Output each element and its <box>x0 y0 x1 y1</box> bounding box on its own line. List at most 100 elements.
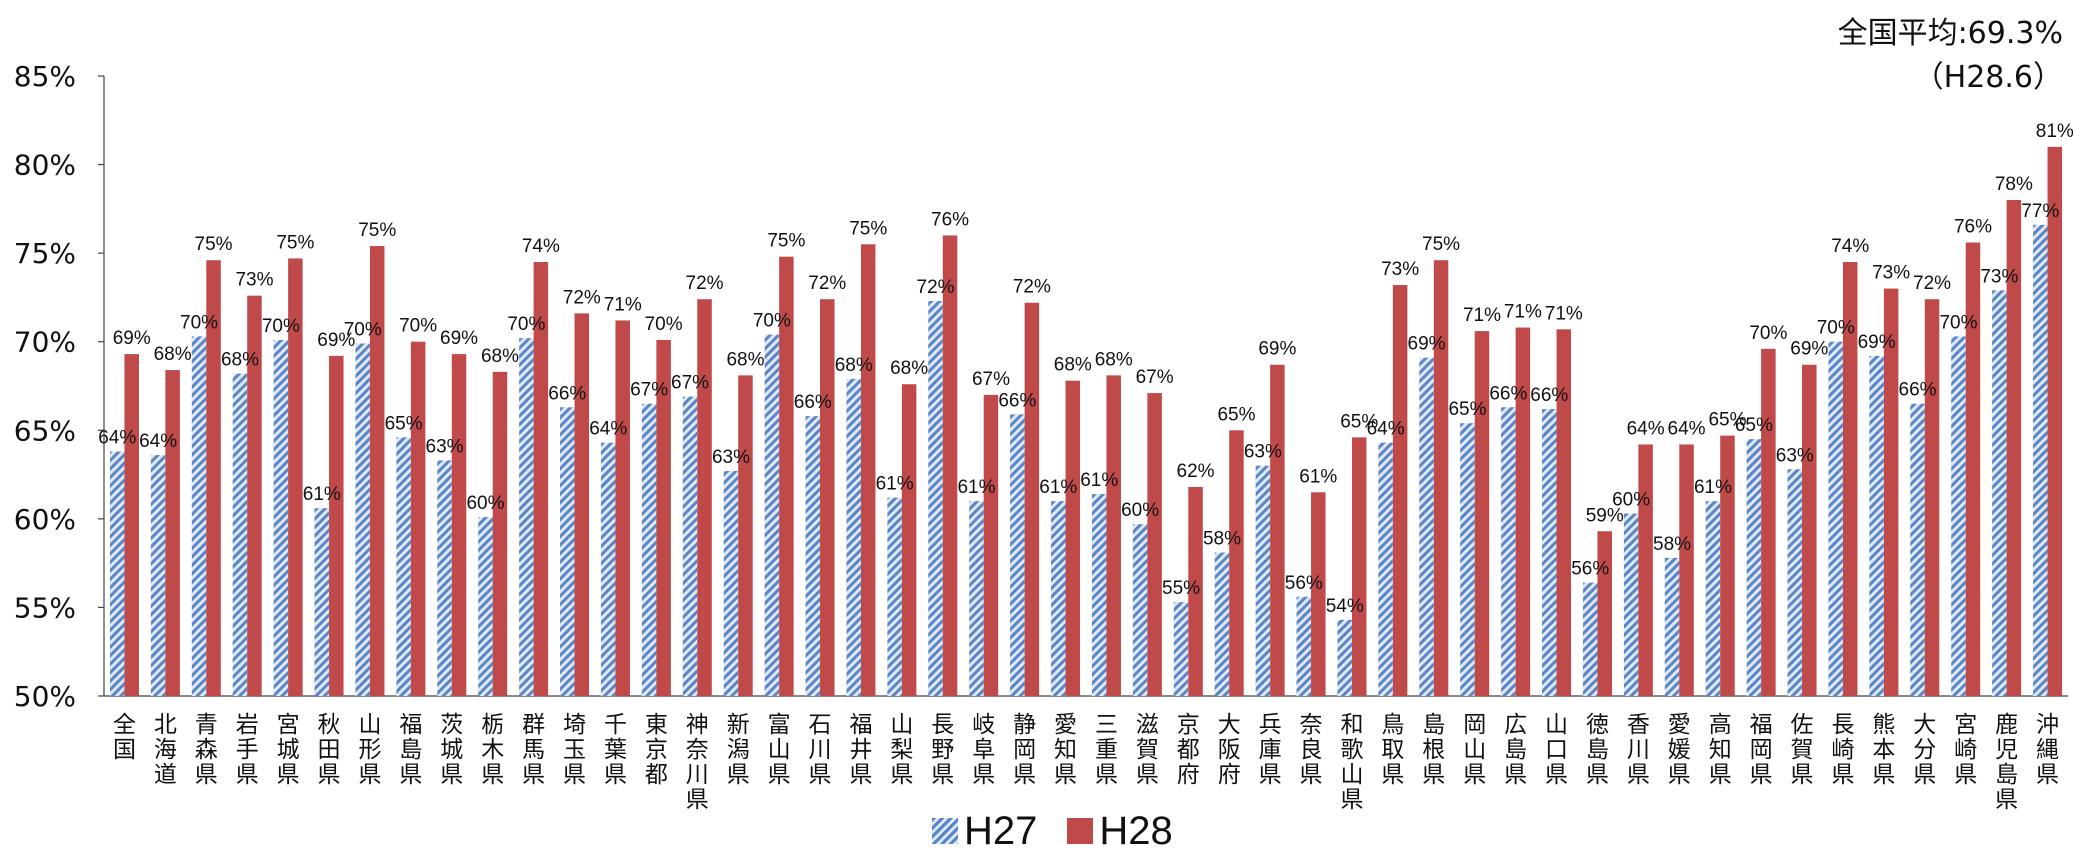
data-label-h28: 76% <box>931 209 969 230</box>
bar-h28 <box>1679 444 1694 696</box>
bar-h28 <box>1761 348 1776 696</box>
category-label: 青森県 <box>195 712 218 788</box>
category-label: 熊本県 <box>1872 712 1895 788</box>
bar-h28 <box>369 246 385 697</box>
bar-h28 <box>124 354 139 696</box>
data-label-h28: 68% <box>1095 349 1133 370</box>
bar-h27 <box>1378 442 1393 696</box>
data-label-h27: 69% <box>1408 334 1446 355</box>
bar-h28 <box>1065 380 1081 696</box>
category-label: 福島県 <box>399 712 422 788</box>
bar-h28 <box>1147 393 1162 696</box>
bar-h27 <box>641 403 657 696</box>
bar-h28 <box>1597 531 1612 696</box>
category-label: 新潟県 <box>727 712 750 788</box>
data-label-h28: 70% <box>399 316 437 337</box>
bar-h28 <box>983 394 999 696</box>
bar-h28 <box>247 295 262 696</box>
data-label-h27: 65% <box>1448 399 1486 420</box>
bar-h28 <box>2006 200 2022 696</box>
bar-h28 <box>1351 437 1367 696</box>
data-label-h28: 71% <box>1463 305 1501 326</box>
legend-item-h28: H28 <box>1067 809 1173 854</box>
bar-h27 <box>355 343 370 696</box>
bar-h27 <box>1787 469 1803 696</box>
bar-h28 <box>1924 299 1940 696</box>
bar-h28 <box>1474 331 1490 696</box>
bar-h27 <box>314 508 330 696</box>
bar-h28 <box>2047 146 2063 696</box>
bar-h27 <box>396 437 411 696</box>
y-tick-label: 50% <box>14 680 76 713</box>
data-label-h27: 66% <box>1530 385 1568 406</box>
data-label-h28: 64% <box>1668 418 1706 439</box>
data-label-h28: 71% <box>1545 303 1583 324</box>
data-label-h28: 75% <box>358 220 396 241</box>
data-label-h28: 69% <box>317 330 355 351</box>
data-label-h28: 74% <box>522 236 560 257</box>
legend-item-h27: H27 <box>932 809 1037 854</box>
bar-h27 <box>1951 336 1966 696</box>
data-label-h28: 72% <box>1013 277 1051 298</box>
legend-swatch-h28 <box>1067 818 1094 844</box>
data-label-h27: 70% <box>507 314 545 335</box>
bar-h27 <box>150 455 166 696</box>
data-label-h27: 55% <box>1162 578 1200 599</box>
bar-h27 <box>437 460 452 696</box>
bar-h27 <box>969 501 984 696</box>
data-label-h27: 64% <box>1367 419 1405 440</box>
data-label-h28: 72% <box>1913 273 1951 294</box>
category-label: 滋賀県 <box>1136 712 1159 788</box>
bar-h27 <box>1992 290 2007 696</box>
bar-h27 <box>723 471 739 696</box>
data-label-h28: 68% <box>481 346 519 367</box>
bar-h27 <box>1623 513 1639 696</box>
data-label-h27: 60% <box>1121 500 1159 521</box>
data-label-h27: 68% <box>835 355 873 376</box>
category-label: 岡山県 <box>1463 712 1486 788</box>
data-label-h28: 73% <box>1872 263 1910 284</box>
data-label-h28: 69% <box>1258 339 1296 360</box>
data-label-h27: 66% <box>548 383 586 404</box>
category-label: 兵庫県 <box>1259 712 1282 788</box>
category-label: 神奈川県 <box>686 712 709 813</box>
data-label-h27: 70% <box>753 311 791 332</box>
data-label-h27: 63% <box>426 436 464 457</box>
bar-h27 <box>1132 524 1148 696</box>
data-label-h28: 68% <box>1054 355 1092 376</box>
category-label: 香川県 <box>1627 712 1650 788</box>
category-label: 大阪府 <box>1218 712 1241 788</box>
category-label: 千葉県 <box>604 712 627 788</box>
bar-h28 <box>820 299 835 696</box>
bar-h27 <box>682 396 698 696</box>
bar-h27 <box>560 407 575 696</box>
data-label-h27: 61% <box>876 474 914 495</box>
bar-h27 <box>764 334 780 696</box>
y-axis: 50% 55% 60% 65% 70% 75% 80% 85% <box>14 60 2068 713</box>
data-label-h28: 70% <box>645 314 683 335</box>
bar-h27 <box>1501 407 1516 696</box>
data-label-h27: 61% <box>957 477 995 498</box>
data-labels: 64% 69% 64% 68% 70% 75% 68% 73% 70% 75% 61% 69% 70% 7… <box>98 121 2074 617</box>
category-label: 岐阜県 <box>972 712 995 788</box>
bar-h28 <box>697 299 712 696</box>
data-label-h27: 61% <box>1080 470 1118 491</box>
bar-h28 <box>1188 486 1203 696</box>
data-label-h28: 68% <box>726 349 764 370</box>
bar-h28 <box>451 354 467 696</box>
category-label: 栃木県 <box>481 712 504 788</box>
data-label-h28: 65% <box>1217 404 1255 425</box>
category-label: 全国 <box>113 712 136 763</box>
y-tick-label: 80% <box>14 149 76 182</box>
data-label-h27: 63% <box>1244 442 1282 463</box>
data-label-h27: 58% <box>1653 534 1691 555</box>
data-label-h27: 66% <box>794 392 832 413</box>
bar-h27 <box>109 451 125 696</box>
data-label-h28: 75% <box>1422 234 1460 255</box>
data-label-h27: 69% <box>1858 332 1896 353</box>
bar-h28 <box>410 341 426 696</box>
data-label-h27: 66% <box>1899 380 1937 401</box>
bar-h27 <box>1746 439 1762 696</box>
category-label: 高知県 <box>1709 712 1732 788</box>
